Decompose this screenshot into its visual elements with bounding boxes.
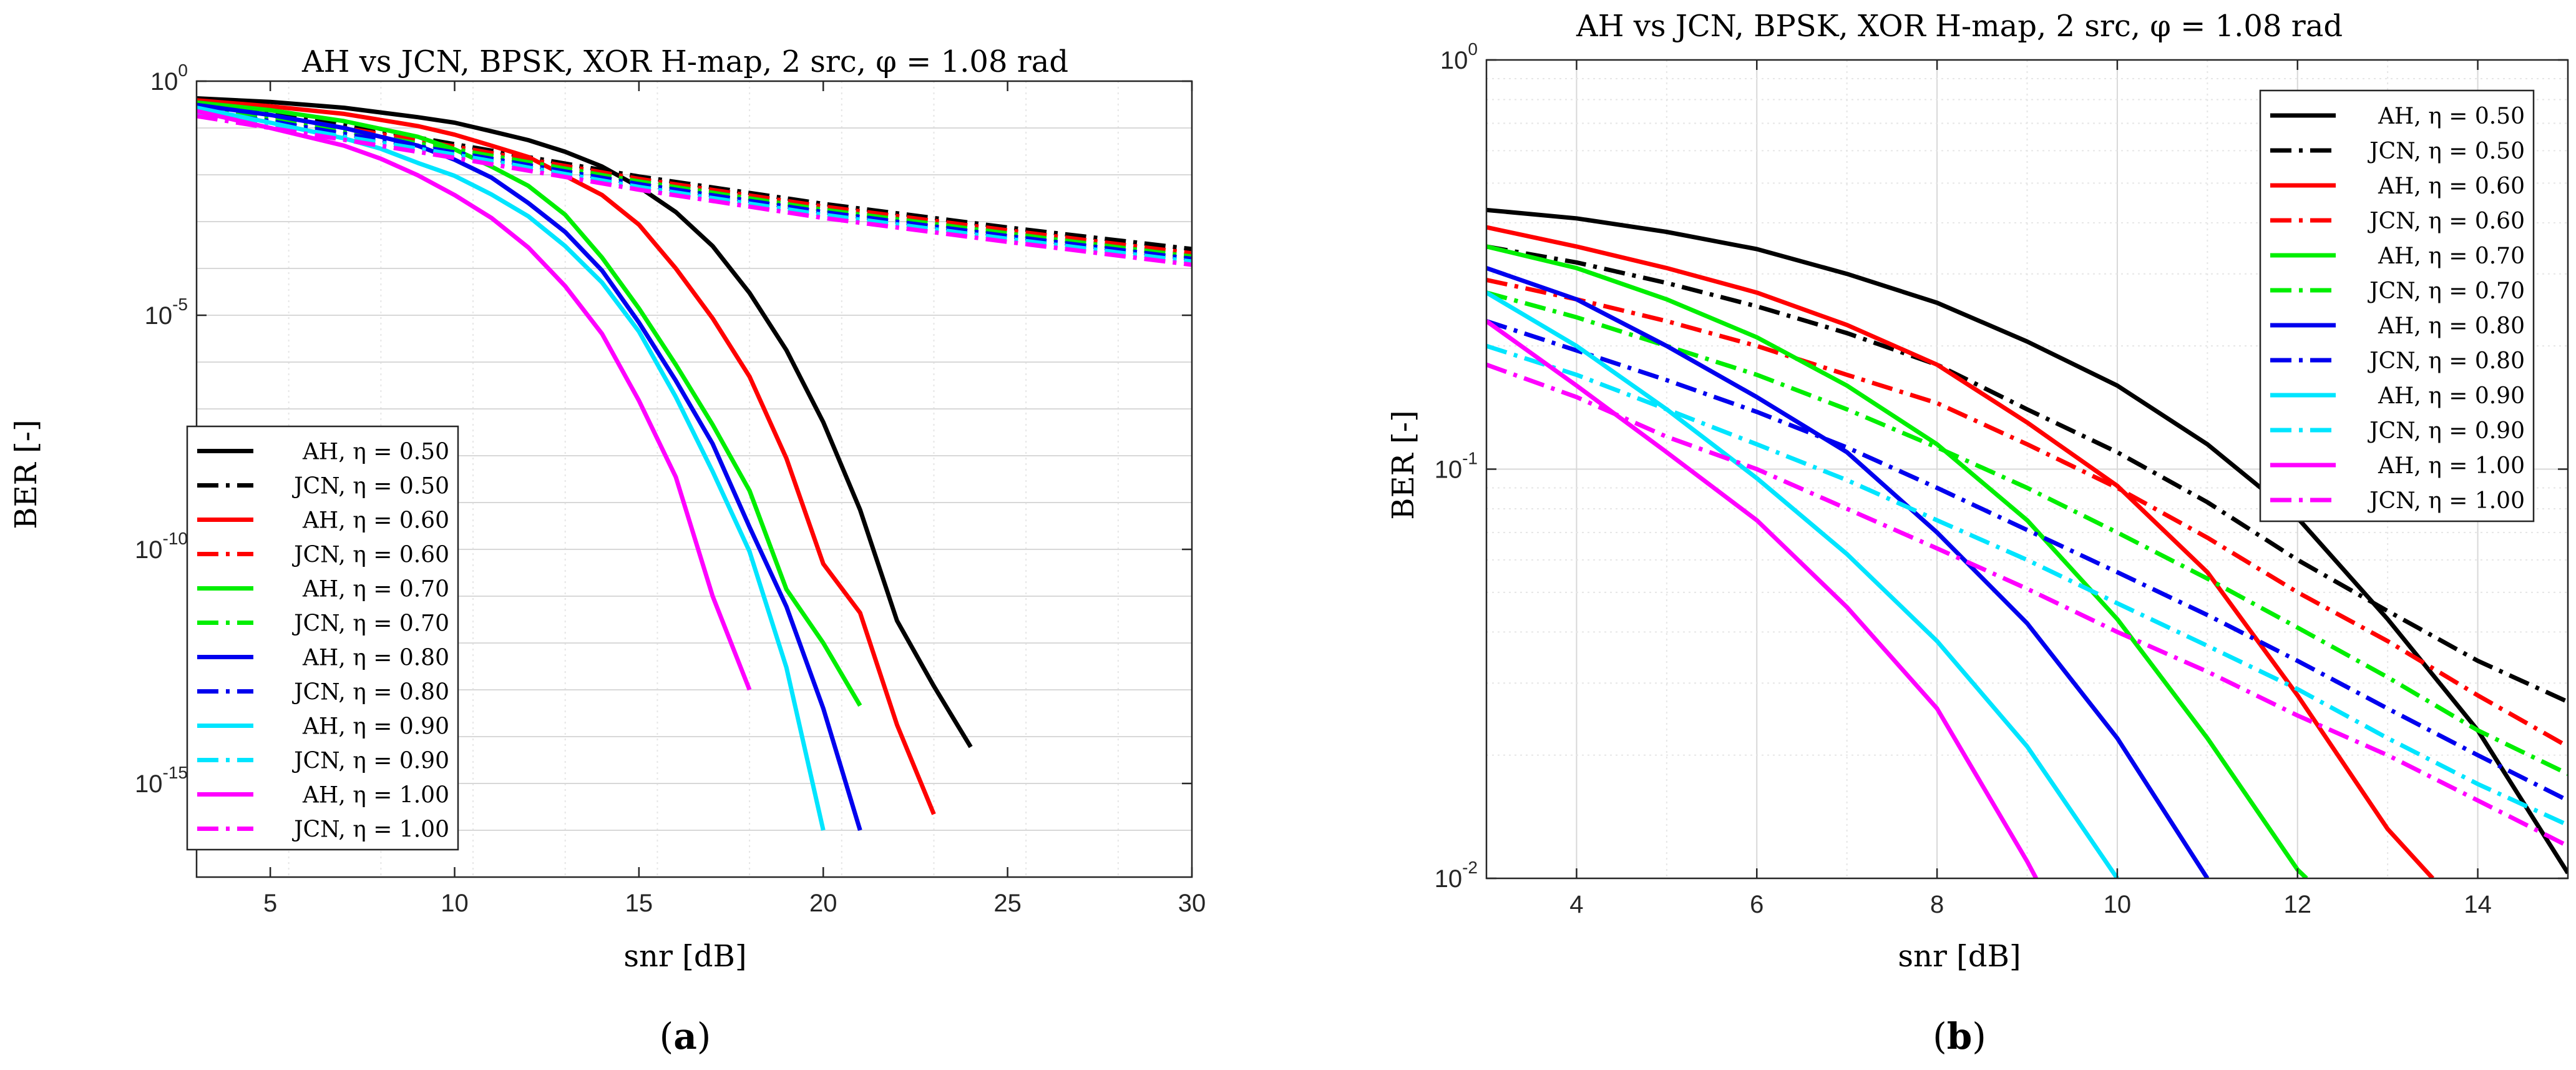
legend-label-b-3: JCN, η = 0.60 [2367,209,2525,234]
series-line-b-10 [1486,319,2038,878]
legend-label-a-1: JCN, η = 0.50 [291,474,449,499]
x-tick-label-a: 25 [993,890,1022,917]
legend-label-b-7: JCN, η = 0.80 [2367,348,2525,374]
legend-label-b-0: AH, η = 0.50 [2378,104,2525,129]
y-tick-label-a: 10-5 [145,295,188,330]
legend-label-a-6: AH, η = 0.80 [302,645,449,671]
legend-label-b-2: AH, η = 0.60 [2378,174,2525,199]
series-line-b-5 [1486,290,2568,776]
legend-label-b-8: AH, η = 0.90 [2378,383,2525,409]
series-line-b-2 [1486,225,2434,878]
x-tick-label-b: 8 [1930,891,1944,918]
x-tick-label-b: 12 [2284,891,2312,918]
y-tick-label-a: 10-10 [135,529,188,564]
x-axis-label-b: snr [dB] [1898,939,2021,974]
legend-label-b-5: JCN, η = 0.70 [2367,278,2525,304]
series-line-a-4 [197,100,862,707]
legend-label-a-4: AH, η = 0.70 [302,577,449,602]
legend-label-a-10: AH, η = 1.00 [302,783,449,808]
series-line-b-0 [1486,207,2568,875]
x-tick-label-a: 5 [263,890,277,917]
x-tick-label-a: 15 [625,890,653,917]
chart-title-a: AH vs JCN, BPSK, XOR H-map, 2 src, φ = 1… [301,44,1068,79]
chart-panel-b: AH vs JCN, BPSK, XOR H-map, 2 src, φ = 1… [1386,9,2569,1058]
x-tick-label-a: 30 [1178,890,1206,917]
legend-label-a-5: JCN, η = 0.70 [291,611,449,637]
y-tick-label-b: 10-1 [1435,449,1478,484]
y-axis-label-b: BER [-] [1386,410,1421,519]
legend-label-a-0: AH, η = 0.50 [302,439,449,465]
legend-box-a [186,425,459,851]
x-tick-label-a: 10 [441,890,469,917]
legend-label-a-11: JCN, η = 1.00 [291,817,449,843]
legend-label-b-4: AH, η = 0.70 [2378,243,2525,269]
series-line-b-7 [1486,319,2568,803]
caption-b: (b) [1933,1015,1986,1058]
series-line-b-4 [1486,244,2308,878]
legend-label-a-7: JCN, η = 0.80 [291,680,449,705]
x-tick-label-b: 6 [1750,891,1764,918]
chart-title-b: AH vs JCN, BPSK, XOR H-map, 2 src, φ = 1… [1576,9,2343,44]
legend-label-b-11: JCN, η = 1.00 [2367,488,2525,514]
x-tick-label-b: 10 [2104,891,2132,918]
legend-label-a-9: JCN, η = 0.90 [291,749,449,774]
legend-a: AH, η = 0.50 JCN, η = 0.50 AH, η = 0.60 JCN… [186,425,459,851]
x-tick-label-a: 20 [809,890,837,917]
legend-label-b-9: JCN, η = 0.90 [2367,418,2525,444]
series-line-a-9 [197,111,1192,264]
series-group-b [1486,207,2568,878]
y-tick-label-b: 100 [1440,39,1478,74]
legend-b: AH, η = 0.50 JCN, η = 0.50 AH, η = 0.60 JCN… [2259,89,2535,523]
y-tick-label-a: 10-15 [135,763,188,798]
series-line-b-6 [1486,266,2210,878]
caption-a: (a) [660,1015,711,1058]
legend-label-b-1: JCN, η = 0.50 [2367,139,2525,164]
series-line-a-5 [197,106,1192,259]
series-line-a-10 [197,109,752,691]
legend-label-a-8: AH, η = 0.90 [302,714,449,740]
x-tick-label-b: 14 [2464,891,2492,918]
chart-panel-a: AH vs JCN, BPSK, XOR H-map, 2 src, φ = 1… [9,44,1206,1058]
series-group-a [197,96,1192,832]
series-line-a-11 [197,114,1192,267]
series-line-a-2 [197,98,936,815]
y-tick-label-b: 10-2 [1435,858,1478,893]
x-tick-label-b: 4 [1569,891,1583,918]
legend-label-a-3: JCN, η = 0.60 [291,542,449,568]
y-tick-label-a: 100 [150,61,188,96]
x-axis-label-a: snr [dB] [623,939,746,974]
series-line-a-6 [197,102,862,832]
legend-box-b [2259,89,2535,523]
legend-label-a-2: AH, η = 0.60 [302,508,449,534]
legend-label-b-6: AH, η = 0.80 [2378,313,2525,339]
series-line-b-1 [1486,244,2568,704]
series-line-b-9 [1486,343,2568,827]
legend-label-b-10: AH, η = 1.00 [2378,453,2525,479]
series-line-b-8 [1486,290,2119,878]
series-line-b-3 [1486,277,2568,749]
y-axis-label-a: BER [-] [9,420,44,529]
